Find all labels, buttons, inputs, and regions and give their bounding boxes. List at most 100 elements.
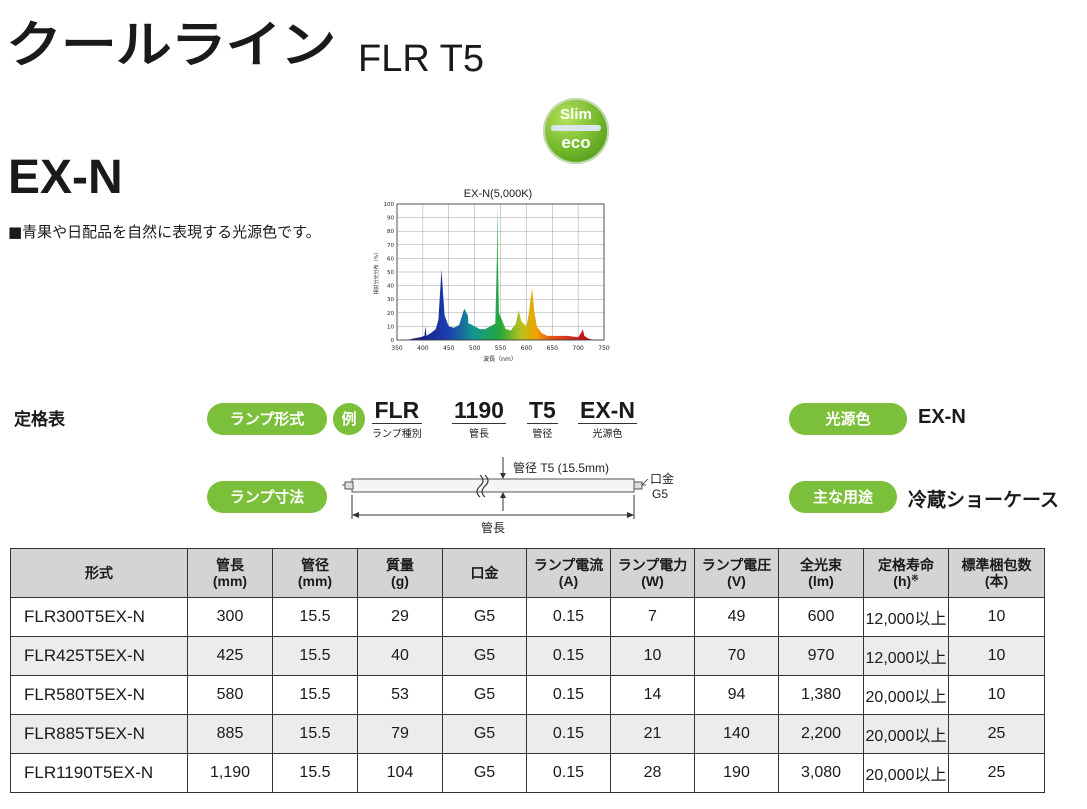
cell: 7 (610, 597, 695, 637)
code-caption: 光源色 (578, 423, 637, 440)
cell: 28 (610, 753, 695, 793)
code-caption: 管長 (452, 423, 506, 440)
y-tick-label: 30 (387, 297, 394, 303)
table-row: FLR425T5EX-N 425 15.5 40 G5 0.15 10 70 9… (10, 636, 1045, 676)
cell: 104 (357, 753, 443, 793)
cell: 12,000以上 (863, 597, 949, 637)
length-label: 管長 (481, 520, 505, 535)
tube-body (351, 478, 635, 493)
x-axis-label: 波長（nm） (483, 355, 517, 363)
cell: G5 (442, 753, 527, 793)
cell: 79 (357, 714, 443, 754)
col-header-power: ランプ電力 (W) (610, 548, 695, 598)
y-tick-label: 100 (384, 202, 395, 208)
cell: 970 (778, 636, 864, 676)
cell-model: FLR885T5EX-N (10, 714, 188, 754)
y-tick-label: 60 (387, 256, 394, 262)
cell: 10 (948, 597, 1045, 637)
cell-model: FLR300T5EX-N (10, 597, 188, 637)
example-mark: 例 (333, 403, 365, 435)
cell: G5 (442, 714, 527, 754)
x-tick-label: 500 (469, 345, 481, 352)
lamp-type-label: ランプ形式 (207, 403, 327, 435)
plot-frame (396, 203, 605, 341)
cell: 140 (694, 714, 779, 754)
x-tick-label: 700 (572, 345, 584, 352)
y-tick-label: 90 (387, 216, 394, 222)
cell: 3,080 (778, 753, 864, 793)
slim-eco-badge: Slim eco (543, 98, 609, 164)
cell: 600 (778, 597, 864, 637)
cell: 20,000以上 (863, 753, 949, 793)
y-tick-label: 80 (387, 229, 394, 235)
col-header-diameter: 管径 (mm) (272, 548, 358, 598)
code-caption: ランプ種別 (372, 423, 422, 440)
code-value: 1190 (454, 397, 504, 423)
diameter-label: 管径 T5 (15.5mm) (513, 460, 609, 475)
spec-table: 形式 管長 (mm) 管径 (mm) 質量 (g) 口金 ランプ電流 (A) ランプ電力… (10, 548, 1045, 793)
break-mark (481, 474, 489, 498)
light-color-label: 光源色 (789, 403, 907, 435)
dimension-label: ランプ寸法 (207, 481, 327, 513)
col-header-model: 形式 (10, 548, 188, 598)
table-row: FLR580T5EX-N 580 15.5 53 G5 0.15 14 94 1… (10, 675, 1045, 715)
spectrum-chart: EX-N(5,000K) 0 10 20 30 40 50 60 70 80 90 100 350 4… (373, 188, 610, 363)
code-value: EX-N (580, 397, 635, 423)
cell: 10 (948, 675, 1045, 715)
cell: 1,380 (778, 675, 864, 715)
use-label: 主な用途 (789, 481, 897, 513)
cell: 29 (357, 597, 443, 637)
x-tick-label: 600 (521, 345, 533, 352)
cell: 15.5 (272, 714, 358, 754)
arrow-head (500, 492, 506, 498)
brand-title: クールライン (6, 16, 336, 74)
cell: 20,000以上 (863, 714, 949, 754)
cell: 885 (187, 714, 273, 754)
badge-bottom-text: eco (561, 133, 591, 152)
cell: 10 (610, 636, 695, 676)
cell: 2,200 (778, 714, 864, 754)
x-tick-label: 650 (547, 345, 559, 352)
table-row: FLR1190T5EX-N 1,190 15.5 104 G5 0.15 28 … (10, 753, 1045, 793)
base-label-1: 口金 (650, 471, 674, 486)
x-ticks: 350 400 450 500 550 600 650 700 750 (391, 345, 610, 352)
chart-title: EX-N(5,000K) (464, 188, 532, 200)
code-value: T5 (529, 397, 556, 423)
description: ■青果や日配品を自然に表現する光源色です。 (8, 223, 321, 241)
cell: 14 (610, 675, 695, 715)
cell: 25 (948, 714, 1045, 754)
x-tick-label: 750 (598, 345, 610, 352)
cell: 15.5 (272, 675, 358, 715)
cell: 20,000以上 (863, 675, 949, 715)
cell: 0.15 (526, 753, 611, 793)
cell-model: FLR425T5EX-N (10, 636, 188, 676)
cell: 0.15 (526, 714, 611, 754)
code-light-color: EX-N 光源色 (578, 397, 637, 440)
lamp-dimension-diagram: 管径 T5 (15.5mm) 管長 口金 G5 (342, 457, 674, 535)
x-tick-label: 350 (391, 345, 403, 352)
code-caption: 管径 (527, 423, 558, 440)
cell: 15.5 (272, 753, 358, 793)
table-row: FLR300T5EX-N 300 15.5 29 G5 0.15 7 49 60… (10, 597, 1045, 637)
x-tick-label: 400 (417, 345, 429, 352)
col-header-mass: 質量 (g) (357, 548, 443, 598)
break-mark (476, 474, 484, 498)
x-tick-label: 450 (443, 345, 455, 352)
y-tick-label: 50 (387, 270, 394, 276)
col-header-current: ランプ電流 (A) (526, 548, 611, 598)
cell: 10 (948, 636, 1045, 676)
cell: 1,190 (187, 753, 273, 793)
base-label-2: G5 (652, 487, 668, 501)
cell: 40 (357, 636, 443, 676)
cell: 94 (694, 675, 779, 715)
cell: 70 (694, 636, 779, 676)
cell: 25 (948, 753, 1045, 793)
y-tick-label: 0 (391, 338, 395, 344)
col-header-base: 口金 (442, 548, 527, 598)
cell: 0.15 (526, 636, 611, 676)
code-tube-diameter: T5 管径 (527, 397, 558, 440)
cell-model: FLR580T5EX-N (10, 675, 188, 715)
col-header-flux: 全光束 (lm) (778, 548, 864, 598)
light-color-value: EX-N (918, 406, 966, 428)
base-leader (641, 478, 649, 486)
